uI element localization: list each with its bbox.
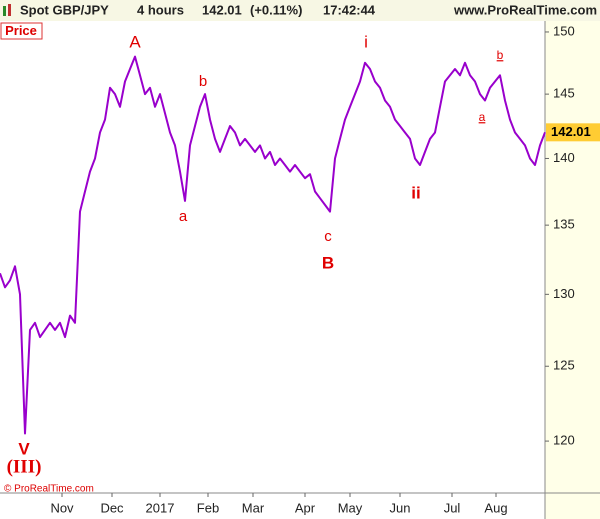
wave-label: b bbox=[497, 48, 504, 62]
panel-label: Price bbox=[5, 23, 37, 38]
price-line bbox=[0, 55, 546, 435]
icon bbox=[8, 4, 11, 16]
x-tick-label: 2017 bbox=[146, 500, 175, 515]
wave-label: b bbox=[199, 73, 207, 90]
copyright: © ProRealTime.com bbox=[4, 484, 94, 495]
y-tick-label: 140 bbox=[553, 150, 575, 165]
symbol: Spot GBP/JPY bbox=[20, 2, 109, 17]
panel-label-box bbox=[0, 22, 43, 40]
x-tick-label: Feb bbox=[197, 500, 219, 515]
timeframe: 4 hours bbox=[137, 2, 184, 17]
time: 17:42:44 bbox=[323, 2, 376, 17]
last-price-label: 142.01 bbox=[551, 124, 591, 139]
x-tick-label: Jul bbox=[444, 500, 461, 515]
x-tick-label: Aug bbox=[484, 500, 507, 515]
site: www.ProRealTime.com bbox=[453, 2, 597, 17]
x-tick-label: Apr bbox=[295, 500, 316, 515]
last-price: 142.01 bbox=[202, 2, 242, 17]
header-bar bbox=[0, 0, 600, 21]
y-tick-label: 130 bbox=[553, 286, 575, 301]
change: (+0.11%) bbox=[250, 2, 302, 17]
y-tick-label: 145 bbox=[553, 86, 575, 101]
wave-label: a bbox=[479, 110, 486, 124]
y-axis-panel bbox=[545, 21, 600, 519]
wave-label: i bbox=[364, 32, 368, 51]
wave-label: ii bbox=[411, 183, 420, 202]
x-tick-label: Nov bbox=[50, 500, 74, 515]
icon bbox=[3, 6, 6, 16]
y-tick-label: 120 bbox=[553, 433, 575, 448]
wave-label: (III) bbox=[7, 456, 42, 477]
y-tick-label: 125 bbox=[553, 358, 575, 373]
wave-label: a bbox=[179, 208, 188, 225]
wave-label: B bbox=[322, 253, 334, 272]
x-tick-label: Jun bbox=[390, 500, 411, 515]
wave-label: V bbox=[18, 439, 30, 458]
y-tick-label: 135 bbox=[553, 217, 575, 232]
x-tick-label: Dec bbox=[100, 500, 124, 515]
last-price-tag bbox=[546, 123, 600, 142]
x-tick-label: Mar bbox=[242, 500, 265, 515]
y-tick-label: 150 bbox=[553, 23, 575, 38]
wave-label: c bbox=[324, 228, 332, 245]
wave-label: A bbox=[129, 32, 141, 51]
x-tick-label: May bbox=[338, 500, 363, 515]
